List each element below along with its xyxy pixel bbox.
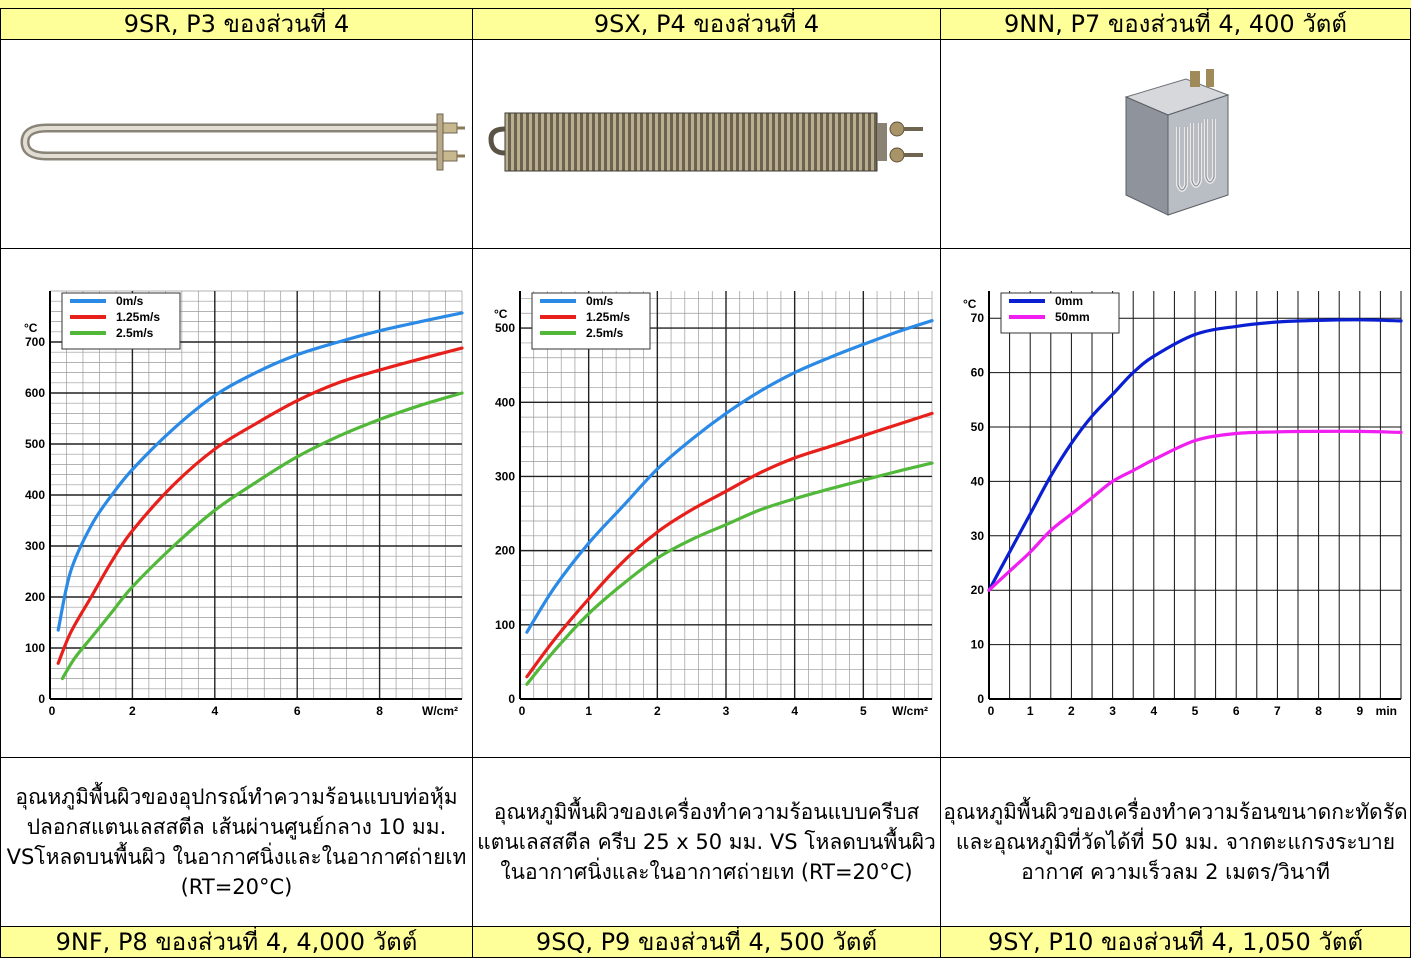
image-cell-9sr: [0, 39, 473, 249]
header-cell-9sx: 9SX, P4 ของส่วนที่ 4: [472, 8, 941, 40]
y-tick-label: 300: [24, 539, 44, 553]
y-tick-label: 400: [24, 488, 44, 502]
image-cell-9nn: [940, 39, 1411, 249]
description-9nn: อุณหภูมิพื้นผิวของเครื่องทำความร้อนขนาดก…: [940, 757, 1411, 927]
series-line-2.5m/s: [60, 391, 464, 681]
image-cell-9sx: [472, 39, 941, 249]
header-cell-9nn: 9NN, P7 ของส่วนที่ 4, 400 วัตต์: [940, 8, 1411, 40]
legend-label: 0m/s: [586, 294, 614, 308]
description-row: อุณหภูมิพื้นผิวของอุปกรณ์ทำความร้อนแบบท่…: [0, 757, 1411, 927]
x-tick-label: 0: [987, 704, 994, 718]
series-line-50mm: [986, 429, 1403, 592]
surface-temp-chart-9sx: 0 100 200 300 400 500 0 1 2 3 4 5 °C W/cm² 0m/s 1.25m/s…: [494, 291, 934, 718]
product-table: 9SR, P3 ของส่วนที่ 4 9SX, P4 ของส่วนที่ …: [0, 8, 1411, 958]
header-row: 9SR, P3 ของส่วนที่ 4 9SX, P4 ของส่วนที่ …: [0, 8, 1411, 40]
minor-grid: [988, 291, 1401, 700]
x-axis-label: min: [1375, 704, 1396, 718]
u-tube-heater-icon: [19, 113, 465, 171]
series-line-1.25m/s: [524, 411, 934, 679]
y-tick-label: 70: [970, 311, 984, 325]
description-9sr: อุณหภูมิพื้นผิวของอุปกรณ์ทำความร้อนแบบท่…: [0, 757, 473, 927]
y-tick-label: 50: [970, 420, 984, 434]
footer-cell-9sy: 9SY, P10 ของส่วนที่ 4, 1,050 วัตต์: [940, 926, 1411, 958]
y-tick-label: 10: [970, 638, 984, 652]
legend-label: 0m/s: [116, 294, 144, 308]
y-tick-label: 500: [24, 437, 44, 451]
x-tick-label: 5: [859, 704, 866, 718]
x-tick-label: 0: [518, 704, 525, 718]
x-tick-label: 1: [1026, 704, 1033, 718]
x-tick-label: 9: [1356, 704, 1363, 718]
temperature-time-chart-9nn: 0 10 20 30 40 50 60 70 0 1 2 3 4 5 6 7 8 9 °C min 0mm 50mm: [963, 291, 1403, 718]
x-tick-label: 4: [1150, 704, 1157, 718]
y-tick-label: 30: [970, 529, 984, 543]
x-tick-label: 0: [48, 704, 55, 718]
y-tick-label: 100: [494, 618, 514, 632]
series-line-2.5m/s: [524, 461, 934, 686]
footer-cell-9sq: 9SQ, P9 ของส่วนที่ 4, 500 วัตต์: [472, 926, 941, 958]
x-tick-label: 5: [1191, 704, 1198, 718]
legend-label: 2.5m/s: [586, 326, 624, 340]
y-tick-label: 200: [494, 544, 514, 558]
finned-heater-icon: [487, 112, 923, 172]
image-row: [0, 39, 1411, 249]
x-axis-label: W/cm²: [422, 704, 458, 718]
x-tick-label: 3: [1109, 704, 1116, 718]
series-line-0m/s: [524, 319, 934, 634]
compact-heater-box-icon: [1124, 69, 1229, 216]
chart-legend: 0m/s 1.25m/s 2.5m/s: [531, 292, 650, 350]
x-tick-label: 4: [791, 704, 798, 718]
chart-row: 0 100 200 300 400 500 600 700 0 2 4 6 8 °C W/cm² 0m/s 1.…: [0, 248, 1411, 758]
x-tick-label: 8: [376, 704, 383, 718]
series-line-1.25m/s: [56, 346, 464, 665]
description-9sx: อุณหภูมิพื้นผิวของเครื่องทำความร้อนแบบคร…: [472, 757, 941, 927]
y-tick-label: 20: [970, 583, 984, 597]
x-tick-label: 7: [1274, 704, 1281, 718]
y-axis-label: °C: [24, 321, 38, 335]
legend-label: 1.25m/s: [586, 310, 630, 324]
y-tick-label: 0: [977, 692, 984, 706]
chart-cell-2: 0 100 200 300 400 500 0 1 2 3 4 5 °C W/cm² 0m/s 1.25m/s…: [472, 248, 941, 758]
chart-legend: 0mm 50mm: [1000, 292, 1119, 334]
series-line-0mm: [986, 318, 1403, 592]
footer-row: 9NF, P8 ของส่วนที่ 4, 4,000 วัตต์ 9SQ, P…: [0, 926, 1411, 958]
x-tick-label: 4: [211, 704, 218, 718]
legend-label: 50mm: [1055, 310, 1090, 324]
y-tick-label: 0: [38, 692, 45, 706]
x-tick-label: 6: [1232, 704, 1239, 718]
legend-label: 1.25m/s: [116, 310, 160, 324]
chart-legend: 0m/s 1.25m/s 2.5m/s: [61, 292, 180, 350]
x-tick-label: 2: [129, 704, 136, 718]
y-tick-label: 300: [494, 469, 514, 483]
y-tick-label: 0: [508, 692, 515, 706]
x-axis-label: W/cm²: [892, 704, 928, 718]
series-line-0m/s: [56, 311, 464, 632]
y-tick-label: 700: [24, 335, 44, 349]
y-tick-label: 100: [24, 641, 44, 655]
x-tick-label: 6: [293, 704, 300, 718]
x-tick-label: 3: [722, 704, 729, 718]
y-axis-label: °C: [494, 307, 508, 321]
footer-cell-9nf: 9NF, P8 ของส่วนที่ 4, 4,000 วัตต์: [0, 926, 473, 958]
y-tick-label: 600: [24, 386, 44, 400]
legend-label: 0mm: [1055, 294, 1083, 308]
x-tick-label: 1: [585, 704, 592, 718]
header-cell-9sr: 9SR, P3 ของส่วนที่ 4: [0, 8, 473, 40]
x-tick-label: 2: [653, 704, 660, 718]
y-tick-label: 40: [970, 474, 984, 488]
chart-cell-1: 0 100 200 300 400 500 600 700 0 2 4 6 8 °C W/cm² 0m/s 1.…: [0, 248, 473, 758]
x-tick-label: 2: [1068, 704, 1075, 718]
surface-temp-chart-9sr: 0 100 200 300 400 500 600 700 0 2 4 6 8 °C W/cm² 0m/s 1.…: [24, 290, 464, 718]
y-tick-label: 400: [494, 395, 514, 409]
x-tick-label: 8: [1315, 704, 1322, 718]
y-axis-label: °C: [963, 297, 977, 311]
y-tick-label: 200: [24, 590, 44, 604]
y-tick-label: 60: [970, 366, 984, 380]
legend-label: 2.5m/s: [116, 326, 154, 340]
y-tick-label: 500: [494, 321, 514, 335]
chart-cell-3: 0 10 20 30 40 50 60 70 0 1 2 3 4 5 6 7 8 9 °C min 0mm 50mm: [940, 248, 1411, 758]
